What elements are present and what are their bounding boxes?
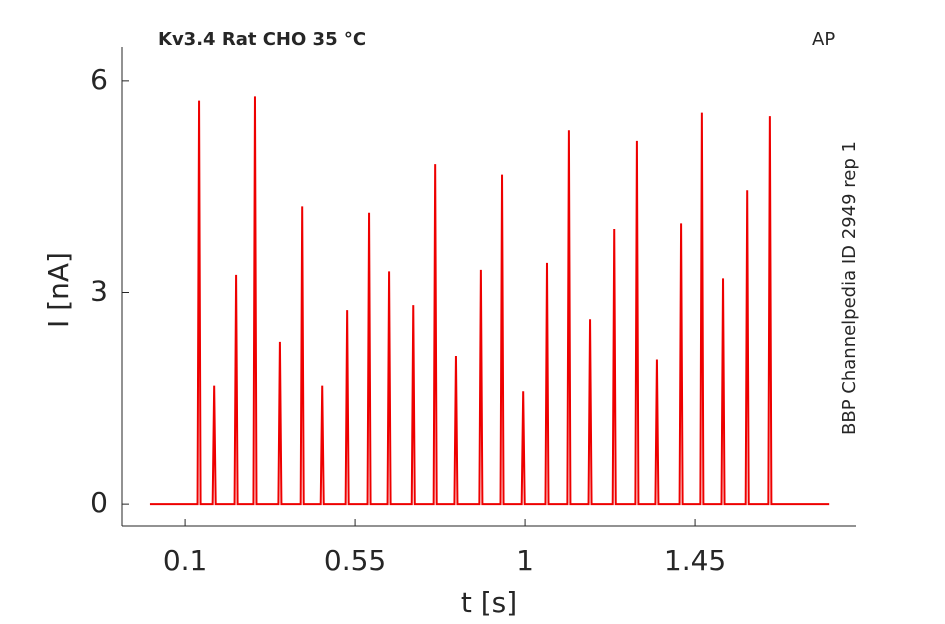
x-tick-label: 0.1 (163, 544, 208, 577)
y-axis-label: I [nA] (42, 252, 75, 328)
x-tick-label: 0.55 (324, 544, 386, 577)
y-tick-label: 6 (90, 63, 108, 96)
line-series (149, 96, 830, 506)
x-tick-label: 1.45 (664, 544, 726, 577)
y-tick-label: 3 (90, 274, 108, 307)
x-axis-label: t [s] (461, 586, 517, 619)
x-tick-label: 1 (516, 544, 534, 577)
y-tick-label: 0 (90, 486, 108, 519)
corner-label: AP (812, 29, 835, 50)
side-label: BBP Channelpedia ID 2949 rep 1 (839, 141, 860, 435)
chart-title: Kv3.4 Rat CHO 35 °C (158, 29, 366, 50)
